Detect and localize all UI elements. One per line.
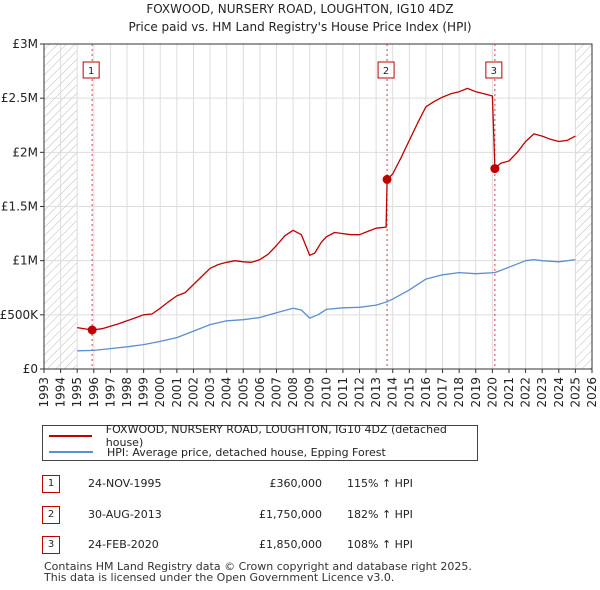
sale-date: 24-FEB-2020 [88, 538, 159, 551]
footer-line-licence: This data is licensed under the Open Gov… [44, 572, 472, 583]
x-tick-label: 2018 [452, 377, 466, 408]
legend-label-hpi: HPI: Average price, detached house, Eppi… [107, 446, 386, 459]
x-tick-label: 2013 [369, 377, 383, 408]
legend-swatch-property [49, 435, 92, 437]
chart-legend: FOXWOOD, NURSERY ROAD, LOUGHTON, IG10 4D… [42, 425, 478, 461]
x-tick-label: 2010 [319, 377, 333, 408]
sale-point [491, 165, 499, 173]
x-tick-label: 2003 [203, 377, 217, 408]
x-tick-label: 2012 [353, 377, 367, 408]
sale-point [88, 326, 96, 334]
sale-price: £360,000 [212, 477, 322, 490]
y-tick-label: £1.5M [1, 200, 38, 214]
x-tick-label: 2026 [585, 377, 599, 408]
legend-swatch-hpi [49, 451, 93, 453]
table-row: 2 30-AUG-2013 £1,750,000 182% ↑ HPI [42, 506, 582, 524]
y-tick-label: £3M [12, 37, 38, 51]
y-tick-label: £2M [12, 145, 38, 159]
x-tick-label: 2000 [153, 377, 167, 408]
sale-badge-number: 1 [88, 66, 94, 77]
sale-price: £1,850,000 [212, 538, 322, 551]
x-tick-label: 1999 [137, 377, 151, 408]
x-tick-label: 2008 [286, 377, 300, 408]
table-row: 1 24-NOV-1995 £360,000 115% ↑ HPI [42, 475, 582, 493]
x-tick-label: 2011 [336, 377, 350, 408]
chart-title: FOXWOOD, NURSERY ROAD, LOUGHTON, IG10 4D… [146, 2, 453, 16]
x-tick-label: 2017 [436, 377, 450, 408]
sale-point [383, 175, 391, 183]
x-tick-label: 2022 [519, 377, 533, 408]
x-tick-label: 2004 [220, 377, 234, 408]
x-tick-label: 1995 [70, 377, 84, 408]
sale-hpi-change: 115% ↑ HPI [347, 477, 413, 490]
sale-badge: 3 [42, 536, 60, 554]
x-tick-label: 2002 [186, 377, 200, 408]
x-tick-label: 2005 [236, 377, 250, 408]
x-tick-label: 1998 [120, 377, 134, 408]
sale-badge-number: 3 [491, 66, 497, 77]
sale-date: 24-NOV-1995 [88, 477, 162, 490]
x-tick-label: 2014 [386, 377, 400, 408]
chart-subtitle: Price paid vs. HM Land Registry's House … [128, 20, 471, 34]
x-tick-label: 2001 [170, 377, 184, 408]
sale-badge: 1 [42, 475, 60, 493]
x-tick-label: 2020 [485, 377, 499, 408]
table-row: 3 24-FEB-2020 £1,850,000 108% ↑ HPI [42, 536, 582, 554]
sale-hpi-change: 182% ↑ HPI [347, 508, 413, 521]
x-tick-label: 2007 [269, 377, 283, 408]
x-tick-label: 1994 [54, 377, 68, 408]
x-tick-label: 1997 [103, 377, 117, 408]
x-tick-label: 2023 [535, 377, 549, 408]
sale-badge: 2 [42, 506, 60, 524]
y-tick-label: £0 [23, 362, 38, 376]
x-tick-label: 1996 [87, 377, 101, 408]
x-tick-label: 2015 [402, 377, 416, 408]
x-tick-label: 2021 [502, 377, 516, 408]
x-tick-label: 2016 [419, 377, 433, 408]
x-tick-label: 2006 [253, 377, 267, 408]
x-tick-label: 2009 [303, 377, 317, 408]
price-chart: FOXWOOD, NURSERY ROAD, LOUGHTON, IG10 4D… [0, 0, 600, 420]
y-tick-label: £500K [0, 308, 39, 322]
y-tick-label: £1M [12, 254, 38, 268]
x-tick-label: 1993 [37, 377, 51, 408]
sale-hpi-change: 108% ↑ HPI [347, 538, 413, 551]
legend-item-property: FOXWOOD, NURSERY ROAD, LOUGHTON, IG10 4D… [49, 428, 477, 444]
sale-date: 30-AUG-2013 [88, 508, 162, 521]
y-tick-label: £2.5M [1, 91, 38, 105]
x-tick-label: 2024 [552, 377, 566, 408]
x-tick-label: 2019 [469, 377, 483, 408]
sale-price: £1,750,000 [212, 508, 322, 521]
footer-attribution: Contains HM Land Registry data © Crown c… [44, 561, 472, 583]
sale-badge-number: 2 [383, 66, 389, 77]
legend-item-hpi: HPI: Average price, detached house, Eppi… [49, 444, 386, 460]
x-tick-label: 2025 [568, 377, 582, 408]
